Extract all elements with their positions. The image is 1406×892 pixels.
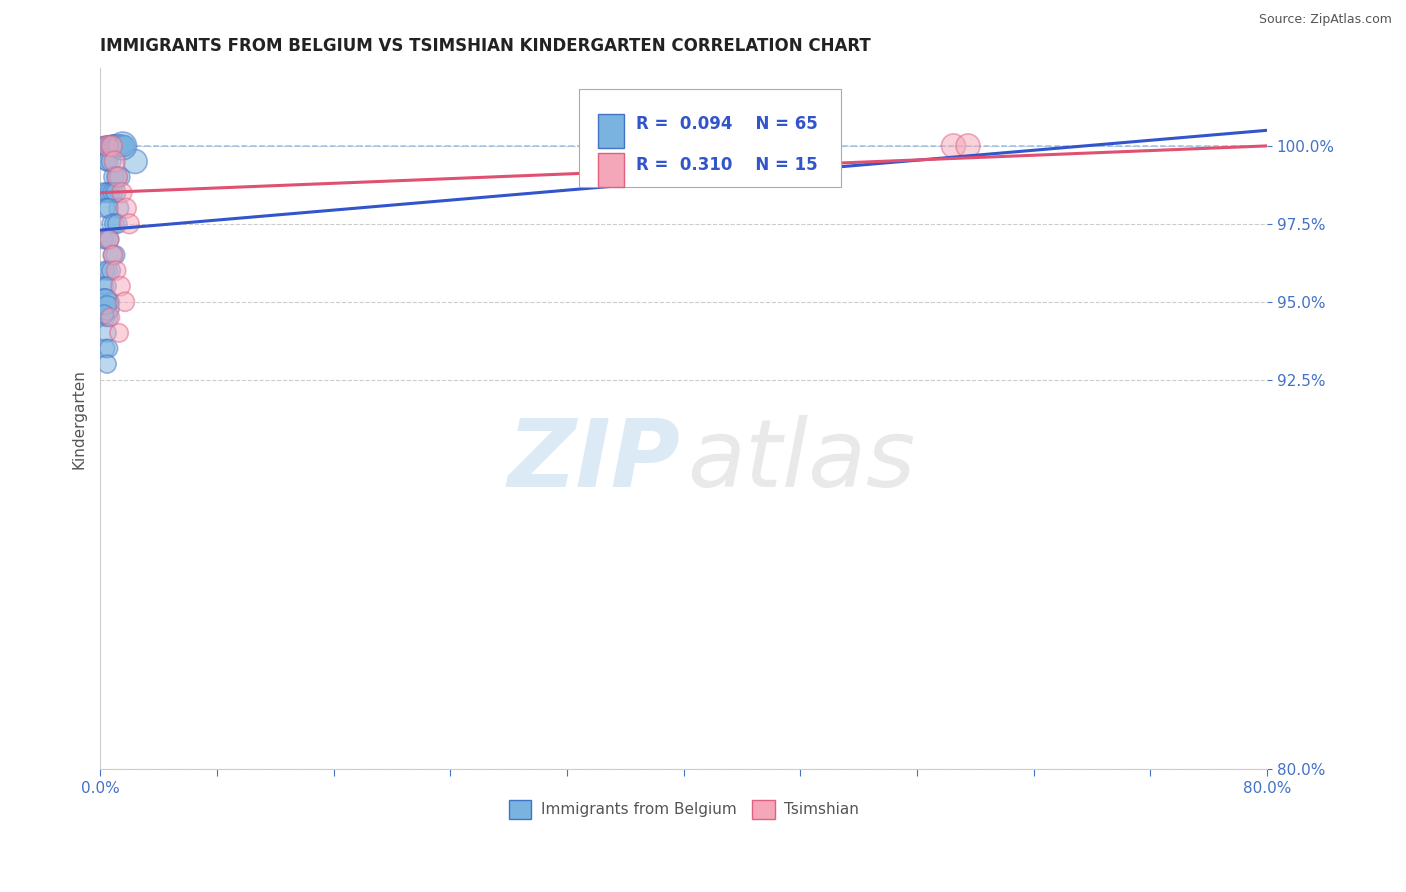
Point [94, 342, 117, 356]
Point [108, 139, 131, 153]
Point [93, 294, 115, 309]
Text: Source: ZipAtlas.com: Source: ZipAtlas.com [1258, 13, 1392, 27]
Point [112, 139, 135, 153]
Point [97, 310, 120, 325]
Point [94, 201, 117, 215]
Point [94, 294, 117, 309]
Text: IMMIGRANTS FROM BELGIUM VS TSIMSHIAN KINDERGARTEN CORRELATION CHART: IMMIGRANTS FROM BELGIUM VS TSIMSHIAN KIN… [100, 37, 870, 55]
Point [942, 139, 965, 153]
Point [105, 263, 128, 277]
Point [98, 186, 121, 200]
Point [110, 279, 132, 293]
Point [101, 139, 124, 153]
Point [100, 217, 122, 231]
Point [115, 201, 138, 215]
Point [114, 139, 136, 153]
Point [103, 139, 125, 153]
Point [107, 201, 129, 215]
Point [111, 139, 134, 153]
Point [103, 170, 125, 185]
Point [104, 248, 127, 262]
Point [94, 310, 117, 325]
Point [96, 186, 118, 200]
Point [96, 139, 118, 153]
Point [96, 279, 118, 293]
Point [105, 139, 128, 153]
Point [104, 139, 127, 153]
Point [100, 154, 122, 169]
Text: ZIP: ZIP [508, 415, 681, 507]
Point [103, 217, 125, 231]
Point [107, 170, 129, 185]
Point [100, 139, 122, 153]
Point [105, 217, 128, 231]
FancyBboxPatch shape [599, 153, 624, 186]
Point [101, 248, 124, 262]
Point [93, 186, 115, 200]
Point [94, 139, 117, 153]
Legend: Immigrants from Belgium, Tsimshian: Immigrants from Belgium, Tsimshian [502, 794, 865, 825]
Text: atlas: atlas [688, 415, 915, 507]
Point [96, 301, 118, 315]
Point [98, 310, 121, 325]
FancyBboxPatch shape [599, 114, 624, 148]
Point [105, 170, 128, 185]
Point [110, 139, 132, 153]
Point [107, 139, 129, 153]
Point [96, 357, 118, 371]
Point [111, 186, 134, 200]
Text: R =  0.094    N = 65: R = 0.094 N = 65 [636, 115, 817, 134]
Point [118, 217, 141, 231]
Point [91, 139, 114, 153]
Point [93, 232, 115, 246]
Point [93, 307, 115, 321]
Point [97, 232, 120, 246]
Point [97, 139, 120, 153]
Point [108, 170, 131, 185]
Point [96, 139, 118, 153]
Point [96, 154, 118, 169]
Point [104, 154, 127, 169]
Point [93, 279, 115, 293]
Point [98, 294, 121, 309]
Point [96, 232, 118, 246]
Point [103, 248, 125, 262]
Point [98, 139, 121, 153]
Point [956, 139, 979, 153]
Point [101, 139, 124, 153]
Text: R =  0.310    N = 15: R = 0.310 N = 15 [636, 156, 817, 175]
Point [97, 263, 120, 277]
Point [94, 263, 117, 277]
Point [96, 326, 118, 340]
Point [97, 342, 120, 356]
Point [108, 326, 131, 340]
FancyBboxPatch shape [578, 89, 841, 187]
Point [101, 186, 124, 200]
Point [98, 232, 121, 246]
Point [124, 154, 146, 169]
Point [114, 294, 136, 309]
Point [97, 154, 120, 169]
Point [104, 186, 127, 200]
Point [111, 139, 134, 153]
Point [100, 263, 122, 277]
Point [97, 201, 120, 215]
Y-axis label: Kindergarten: Kindergarten [72, 368, 86, 468]
